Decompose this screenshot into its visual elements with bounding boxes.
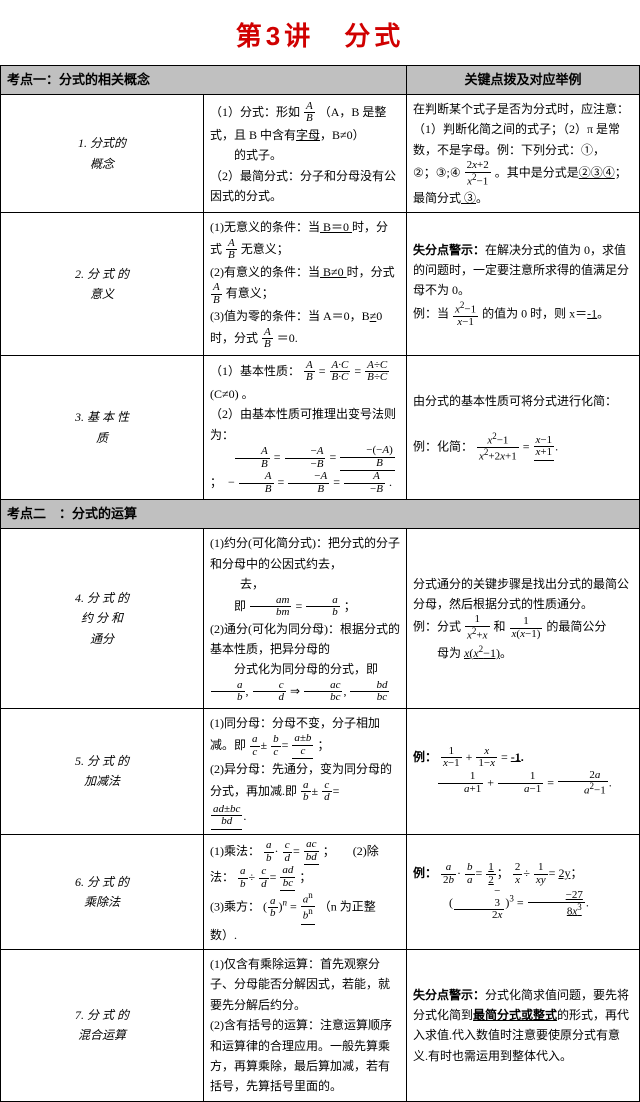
row6-content: (1)乘法： ab· cd= acbd ； (2)除法： ab÷ cd= adb… [204, 835, 407, 950]
row4-content: (1)约分(可化简分式)：把分式的分子和分母中的公因式约去， 去， 即 ambm… [204, 529, 407, 709]
page-title: 第3讲 分式 [0, 0, 640, 65]
row3-label: 3. 基 本 性质 [1, 355, 204, 499]
row5-example: 例： 1x−1 + x1−x = -1. 1a+1 + 1a−1 = 2aa2−… [407, 708, 640, 834]
section-header-2: 考点二 ：分式的运算 [1, 500, 640, 529]
row7-example: 失分点警示：分式化简求值问题，要先将分式化简到最简分式或整式的形式，再代入求值.… [407, 949, 640, 1101]
row7-content: (1)仅含有乘除运算：首先观察分子、分母能否分解因式，若能，就要先分解后约分。 … [204, 949, 407, 1101]
row6-example: 例： a2b· ba= 12； 2x÷ 1xy= 2y； (−32x)3 = −… [407, 835, 640, 950]
row3-example: 由分式的基本性质可将分式进行化简： 例：化简： x2−1x2+2x+1 = x−… [407, 355, 640, 499]
row3-content: （1）基本性质： AB = A·CB·C = A÷CB÷C (C≠0) 。 （2… [204, 355, 407, 499]
row1-content: （1）分式：形如 AB （A，B 是整式，且 B 中含有字母，B≠0） 的式子。… [204, 95, 407, 213]
main-table: 考点一：分式的相关概念 关键点拨及对应举例 1. 分式的 概念 （1）分式：形如… [0, 65, 640, 1102]
row4-label: 4. 分 式 的约 分 和通分 [1, 529, 204, 709]
row4-example: 分式通分的关键步骤是找出分式的最简公分母，然后根据分式的性质通分。 例：分式 1… [407, 529, 640, 709]
section-header-1: 考点一：分式的相关概念 [1, 66, 407, 95]
col3-header: 关键点拨及对应举例 [407, 66, 640, 95]
row6-label: 6. 分 式 的乘除法 [1, 835, 204, 950]
row1-example: 在判断某个式子是否为分式时，应注意：（1）判断化简之间的式子；（2）π 是常数，… [407, 95, 640, 213]
row2-content: (1)无意义的条件：当 B＝0 时，分式 AB 无意义； (2)有意义的条件：当… [204, 213, 407, 355]
row2-label: 2. 分 式 的意义 [1, 213, 204, 355]
row5-label: 5. 分 式 的加减法 [1, 708, 204, 834]
row5-content: (1)同分母：分母不变，分子相加减。即 ac± bc= a±bc ； (2)异分… [204, 708, 407, 834]
row2-example: 失分点警示：在解决分式的值为 0，求值的问题时，一定要注意所求得的值满足分母不为… [407, 213, 640, 355]
row1-label: 1. 分式的 概念 [1, 95, 204, 213]
row7-label: 7. 分 式 的混合运算 [1, 949, 204, 1101]
